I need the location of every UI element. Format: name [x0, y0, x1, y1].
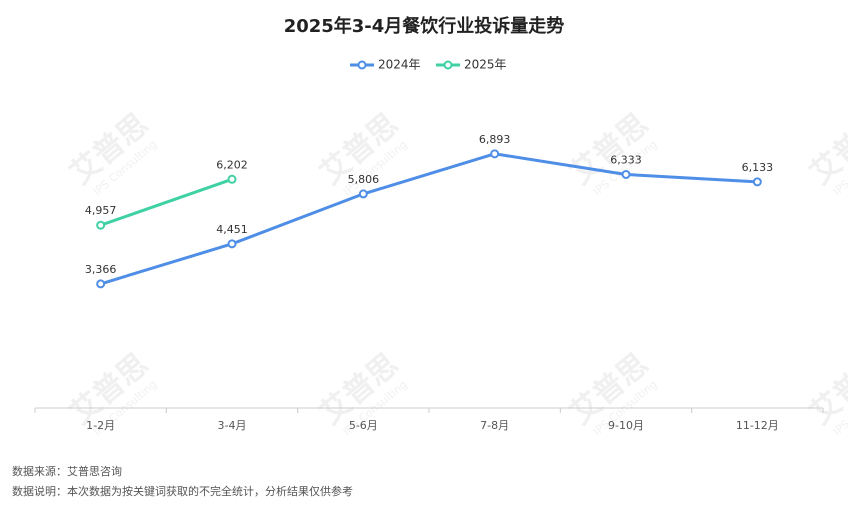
point [96, 279, 106, 289]
x-tick-label: 11-12月 [736, 419, 779, 432]
point [227, 239, 237, 249]
point [752, 177, 762, 187]
chart-title: 2025年3-4月餐饮行业投诉量走势 [284, 15, 565, 37]
data-label: 5,806 [348, 173, 380, 186]
legend-label: 2024年 [378, 58, 421, 72]
point [227, 174, 237, 184]
data-label: 6,202 [216, 158, 248, 171]
point [621, 169, 631, 179]
data-label: 3,366 [85, 263, 117, 276]
x-tick-label: 9-10月 [608, 419, 644, 432]
legend-marker [357, 60, 367, 70]
data-label: 4,451 [216, 223, 248, 236]
point [358, 189, 368, 199]
x-tick-label: 1-2月 [86, 419, 115, 432]
data-label: 6,893 [479, 133, 511, 146]
data-label: 4,957 [85, 204, 117, 217]
point [490, 149, 500, 159]
legend-marker [443, 60, 453, 70]
data-label: 6,333 [610, 153, 642, 166]
point [96, 220, 106, 230]
x-tick-label: 7-8月 [480, 419, 509, 432]
x-tick-label: 5-6月 [349, 419, 378, 432]
legend-label: 2025年 [464, 58, 507, 72]
note: 数据来源：艾普思咨询 [12, 464, 122, 478]
note: 数据说明：本次数据为按关键词获取的不完全统计，分析结果仅供参考 [12, 484, 353, 498]
line [100, 177, 233, 227]
line [100, 152, 758, 286]
x-tick-label: 3-4月 [218, 419, 247, 432]
data-label: 6,133 [742, 161, 774, 174]
